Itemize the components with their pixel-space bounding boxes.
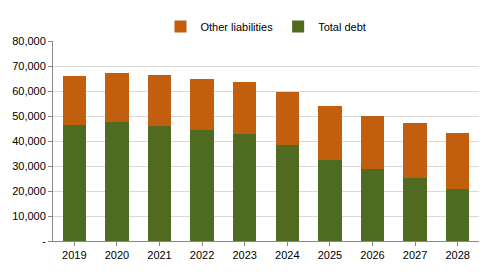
svg-text:40,000: 40,000 [12,135,46,147]
svg-text:Other liabilities: Other liabilities [201,21,274,33]
svg-text:30,000: 30,000 [12,160,46,172]
svg-text:80,000: 80,000 [12,35,46,47]
svg-text:2019: 2019 [62,249,86,261]
svg-text:2021: 2021 [147,249,171,261]
svg-text:50,000: 50,000 [12,110,46,122]
svg-text:2020: 2020 [105,249,129,261]
svg-text:60,000: 60,000 [12,85,46,97]
svg-text:20,000: 20,000 [12,185,46,197]
svg-text:2027: 2027 [403,249,427,261]
svg-text:Total debt: Total debt [318,21,366,33]
svg-text:2024: 2024 [275,249,299,261]
svg-text:-: - [42,235,46,247]
svg-text:2023: 2023 [232,249,256,261]
svg-text:70,000: 70,000 [12,60,46,72]
svg-text:10,000: 10,000 [12,210,46,222]
svg-text:2028: 2028 [445,249,469,261]
svg-text:2022: 2022 [190,249,214,261]
svg-text:2025: 2025 [318,249,342,261]
svg-text:2026: 2026 [360,249,384,261]
